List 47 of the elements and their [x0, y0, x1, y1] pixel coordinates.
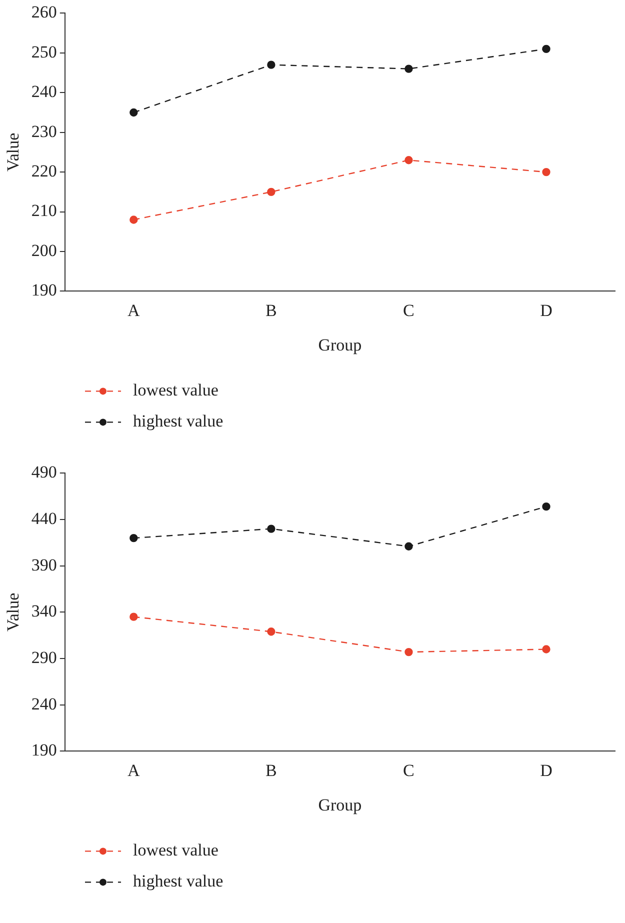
- point: [404, 64, 413, 73]
- x-tick-label: C: [403, 760, 414, 780]
- y-tick-label: 390: [31, 555, 57, 574]
- x-tick-label: D: [540, 760, 552, 780]
- point: [404, 156, 413, 164]
- y-tick-label: 290: [31, 648, 57, 667]
- y-axis-title: Value: [4, 592, 23, 632]
- y-tick-label: 240: [31, 694, 57, 714]
- point: [130, 612, 138, 621]
- x-tick-label: B: [266, 300, 277, 320]
- y-tick-label: 190: [31, 280, 57, 300]
- y-tick-label: 490: [31, 462, 57, 482]
- point: [267, 188, 276, 196]
- legend-label: lowest value: [133, 380, 218, 400]
- y-tick-label: 230: [31, 122, 57, 141]
- legend-label: lowest value: [133, 840, 218, 860]
- y-tick-label: 220: [31, 162, 57, 181]
- point: [130, 534, 138, 542]
- y-tick-label: 200: [31, 240, 57, 260]
- y-tick-label: 440: [31, 509, 57, 528]
- point: [404, 542, 413, 551]
- x-axis-title: Group: [318, 795, 362, 814]
- point: [542, 502, 550, 511]
- legend-label: highest value: [133, 872, 224, 891]
- y-tick-label: 340: [31, 602, 57, 621]
- y-tick-label: 260: [31, 2, 57, 22]
- x-tick-label: D: [540, 300, 552, 320]
- x-tick-label: C: [403, 300, 414, 320]
- point: [130, 216, 138, 224]
- legend-label: highest value: [133, 412, 224, 431]
- point: [404, 648, 413, 656]
- x-tick-label: B: [266, 760, 277, 780]
- point: [542, 168, 550, 176]
- point: [542, 645, 550, 654]
- point: [267, 524, 276, 533]
- point: [130, 108, 138, 117]
- point: [267, 628, 276, 636]
- y-tick-label: 250: [31, 42, 57, 62]
- y-axis-title: Value: [4, 132, 23, 172]
- x-tick-label: A: [128, 300, 141, 320]
- y-tick-label: 190: [31, 740, 57, 760]
- point: [267, 60, 276, 69]
- y-tick-label: 210: [31, 201, 57, 220]
- y-tick-label: 240: [31, 82, 57, 102]
- x-tick-label: A: [128, 760, 141, 780]
- point: [542, 44, 550, 54]
- x-axis-title: Group: [318, 335, 362, 354]
